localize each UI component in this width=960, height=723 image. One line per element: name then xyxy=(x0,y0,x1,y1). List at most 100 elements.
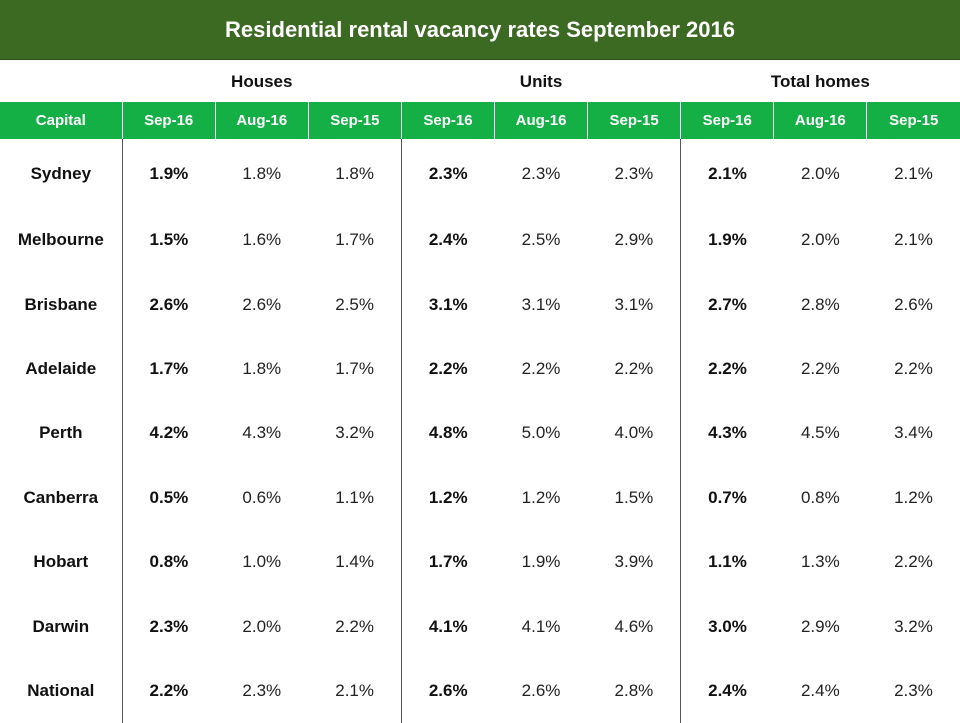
total-aug16-cell: 2.0% xyxy=(800,163,840,183)
houses-aug16-cell: 2.6% xyxy=(242,294,282,314)
houses-aug16-cell: 1.6% xyxy=(242,230,282,250)
page-title-bar: Residential rental vacancy rates Septemb… xyxy=(0,0,960,60)
total-aug16-cell: 2.8% xyxy=(800,294,840,314)
units-aug16-cell: 2.3% xyxy=(521,163,561,183)
houses-sep16-cell: 2.6% xyxy=(121,272,216,337)
column-header-units-aug16: Aug-16 xyxy=(493,102,588,139)
units-sep15-cell: 2.8% xyxy=(614,680,654,700)
table-row: Adelaide 1.7% 1.8% 1.7% 2.2% 2.2% 2.2% 2… xyxy=(0,336,960,402)
total-sep15-cell: 2.1% xyxy=(894,230,933,250)
total-sep15-cell: 2.6% xyxy=(894,294,933,314)
houses-sep15-cell: 3.2% xyxy=(335,423,374,443)
units-aug16-cell: 1.2% xyxy=(521,487,561,507)
column-header-units-sep16: Sep-16 xyxy=(400,102,495,139)
group-header-spacer xyxy=(0,62,122,102)
total-aug16-cell: 1.3% xyxy=(800,552,840,572)
capital-cell: Hobart xyxy=(33,552,89,572)
units-sep16-cell: 4.8% xyxy=(400,401,495,466)
total-aug16-cell: 0.8% xyxy=(800,487,840,507)
table-row: Sydney 1.9% 1.8% 1.8% 2.3% 2.3% 2.3% 2.1… xyxy=(0,139,960,208)
units-aug16-cell: 5.0% xyxy=(521,423,561,443)
units-sep15-cell: 3.1% xyxy=(614,294,654,314)
houses-sep15-cell: 1.7% xyxy=(335,358,374,378)
units-aug16-cell: 2.5% xyxy=(521,230,561,250)
page-title: Residential rental vacancy rates Septemb… xyxy=(225,16,735,42)
total-aug16-cell: 4.5% xyxy=(800,423,840,443)
total-sep16-cell: 0.7% xyxy=(680,465,774,530)
houses-sep15-cell: 1.4% xyxy=(335,552,374,572)
total-sep15-cell: 3.2% xyxy=(894,616,933,636)
table-row: Brisbane 2.6% 2.6% 2.5% 3.1% 3.1% 3.1% 2… xyxy=(0,272,960,337)
column-header-units-sep15: Sep-15 xyxy=(587,102,681,139)
houses-aug16-cell: 2.3% xyxy=(242,680,282,700)
column-header-capital: Capital xyxy=(0,102,123,139)
column-header-total-aug16: Aug-16 xyxy=(773,102,867,139)
houses-aug16-cell: 1.0% xyxy=(242,552,282,572)
vacancy-rates-table: Houses Units Total homes Capital Sep-16 … xyxy=(0,62,960,723)
houses-sep16-cell: 4.2% xyxy=(121,401,216,466)
column-header-total-sep15: Sep-15 xyxy=(866,102,960,139)
total-sep16-cell: 2.4% xyxy=(680,658,774,723)
houses-sep16-cell: 0.8% xyxy=(121,529,216,595)
units-aug16-cell: 2.2% xyxy=(521,358,561,378)
table-row: Darwin 2.3% 2.0% 2.2% 4.1% 4.1% 4.6% 3.0… xyxy=(0,594,960,659)
column-header-houses-aug16: Aug-16 xyxy=(214,102,309,139)
group-header-houses: Houses xyxy=(231,72,293,91)
units-aug16-cell: 2.6% xyxy=(521,680,561,700)
table-row: Perth 4.2% 4.3% 3.2% 4.8% 5.0% 4.0% 4.3%… xyxy=(0,401,960,466)
units-sep16-cell: 4.1% xyxy=(400,594,495,659)
houses-sep16-cell: 1.9% xyxy=(121,139,216,208)
total-aug16-cell: 2.9% xyxy=(800,616,840,636)
houses-sep16-cell: 0.5% xyxy=(121,465,216,530)
total-sep16-cell: 1.1% xyxy=(680,529,774,595)
total-sep15-cell: 2.2% xyxy=(894,552,933,572)
total-sep15-cell: 2.2% xyxy=(894,358,933,378)
units-sep15-cell: 2.3% xyxy=(614,163,654,183)
capital-cell: Sydney xyxy=(30,163,92,183)
units-sep15-cell: 3.9% xyxy=(614,552,654,572)
houses-sep16-cell: 1.5% xyxy=(121,208,216,273)
houses-sep15-cell: 1.7% xyxy=(335,230,374,250)
total-sep16-cell: 1.9% xyxy=(680,208,774,273)
table-row: National 2.2% 2.3% 2.1% 2.6% 2.6% 2.8% 2… xyxy=(0,658,960,723)
units-aug16-cell: 4.1% xyxy=(521,616,561,636)
column-header-houses-sep15: Sep-15 xyxy=(307,102,402,139)
units-sep15-cell: 4.6% xyxy=(614,616,654,636)
houses-sep15-cell: 2.1% xyxy=(335,680,374,700)
houses-aug16-cell: 0.6% xyxy=(242,487,282,507)
houses-sep15-cell: 2.5% xyxy=(335,294,374,314)
units-sep15-cell: 4.0% xyxy=(614,423,654,443)
total-aug16-cell: 2.0% xyxy=(800,230,840,250)
houses-sep16-cell: 2.3% xyxy=(121,594,216,659)
capital-cell: National xyxy=(27,680,95,700)
capital-cell: Canberra xyxy=(23,487,99,507)
units-sep16-cell: 2.6% xyxy=(400,658,495,723)
capital-cell: Adelaide xyxy=(25,358,97,378)
units-sep16-cell: 3.1% xyxy=(400,272,495,337)
total-sep16-cell: 2.2% xyxy=(680,336,774,402)
units-sep16-cell: 2.2% xyxy=(400,336,495,402)
column-header-row: Capital Sep-16 Aug-16 Sep-15 Sep-16 Aug-… xyxy=(0,102,960,139)
capital-cell: Perth xyxy=(39,423,83,443)
capital-cell: Melbourne xyxy=(17,230,104,250)
houses-aug16-cell: 4.3% xyxy=(242,423,282,443)
capital-cell: Brisbane xyxy=(24,294,98,314)
units-sep15-cell: 2.9% xyxy=(614,230,654,250)
column-header-houses-sep16: Sep-16 xyxy=(121,102,216,139)
houses-sep15-cell: 2.2% xyxy=(335,616,374,636)
houses-sep15-cell: 1.1% xyxy=(335,487,374,507)
houses-sep16-cell: 1.7% xyxy=(121,336,216,402)
units-sep15-cell: 2.2% xyxy=(614,358,654,378)
table-row: Hobart 0.8% 1.0% 1.4% 1.7% 1.9% 3.9% 1.1… xyxy=(0,529,960,595)
group-header-units: Units xyxy=(519,72,563,91)
total-sep16-cell: 2.1% xyxy=(680,139,774,208)
houses-sep15-cell: 1.8% xyxy=(335,163,374,183)
group-header-row: Houses Units Total homes xyxy=(0,62,960,102)
total-sep15-cell: 2.1% xyxy=(894,163,933,183)
units-sep15-cell: 1.5% xyxy=(614,487,654,507)
column-header-total-sep16: Sep-16 xyxy=(680,102,774,139)
total-sep16-cell: 3.0% xyxy=(680,594,774,659)
units-sep16-cell: 1.7% xyxy=(400,529,495,595)
total-sep15-cell: 2.3% xyxy=(894,680,933,700)
table-row: Canberra 0.5% 0.6% 1.1% 1.2% 1.2% 1.5% 0… xyxy=(0,465,960,530)
